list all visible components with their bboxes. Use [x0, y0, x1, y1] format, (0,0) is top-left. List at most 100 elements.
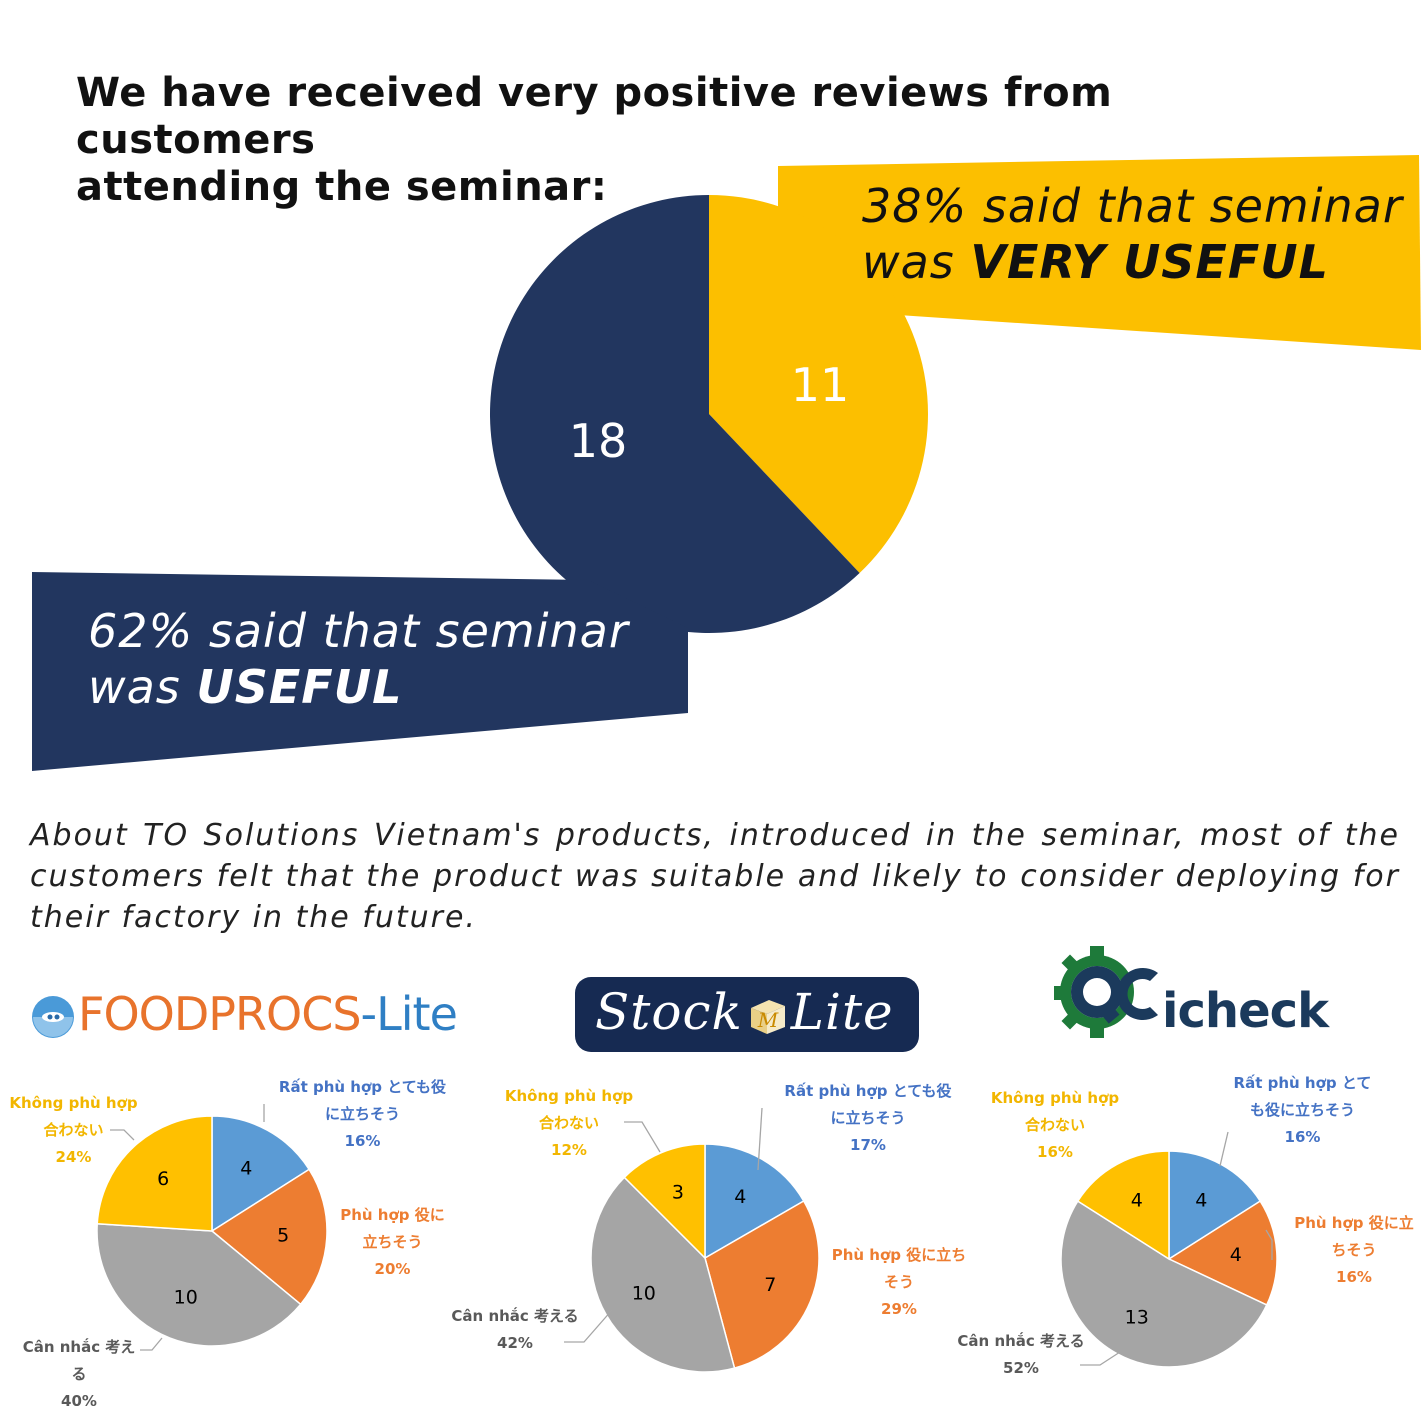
pie-slice: [210, 1168, 328, 1306]
label-percent: 24%: [55, 1148, 92, 1166]
foodprocs-wordmark: FOODPROCS-Lite: [78, 987, 458, 1041]
label-percent: 40%: [61, 1392, 97, 1410]
label-line: 合わない: [43, 1121, 104, 1139]
label-percent: 42%: [497, 1334, 533, 1352]
qcicheck-logo: QCicheck: [1050, 945, 1360, 1045]
pie-slice: [623, 1143, 706, 1260]
useful-banner: [32, 572, 688, 771]
label-line: ちそう: [1331, 1241, 1377, 1259]
useful-callout: 62% said that seminar was USEFUL: [88, 603, 668, 715]
foodprocs-label-not-suitable: Không phù hợp 合わない 24%: [6, 1090, 141, 1171]
headline-line-2: attending the seminar:: [76, 164, 608, 210]
foodprocs-label-consider: Cân nhắc 考え る 40%: [14, 1334, 144, 1415]
headline: We have received very positive reviews f…: [76, 70, 1326, 211]
label-line: Rất phù hợp とても役: [784, 1082, 952, 1100]
qcicheck-wordmark-icheck: icheck: [1162, 983, 1329, 1039]
useful-emph: USEFUL: [196, 660, 403, 714]
pie-value-label: 11: [791, 358, 850, 412]
label-line: に立ちそう: [324, 1105, 400, 1123]
main-pie-chart: 11 18: [489, 195, 928, 633]
very-useful-was: was: [862, 235, 971, 289]
label-line: Không phù hợp: [990, 1089, 1120, 1107]
very-useful-banner-shape: [778, 155, 1421, 350]
pie-slice: [1167, 1200, 1278, 1306]
about-paragraph: About TO Solutions Vietnam's products, i…: [30, 818, 1400, 935]
pie-slice: [489, 195, 860, 633]
pie-slice: [211, 1115, 311, 1233]
qcicheck-label-consider: Cân nhắc 考える 52%: [950, 1328, 1092, 1382]
useful-line-2: was USEFUL: [88, 659, 668, 715]
label-line: Không phù hợp: [9, 1094, 138, 1112]
foodprocs-label-suitable: Phù hợp 役に 立ちそう 20%: [330, 1202, 455, 1283]
label-percent: 16%: [1284, 1128, 1321, 1146]
stock-lite-label-not-suitable: Không phù hợp 合わない 12%: [500, 1083, 638, 1164]
label-percent: 16%: [344, 1132, 381, 1150]
pie-value-label: 13: [1125, 1307, 1149, 1329]
stock-lite-box-letter: M: [757, 1008, 780, 1032]
very-useful-emph: VERY USEFUL: [970, 235, 1329, 289]
pie-value-label: 18: [569, 414, 628, 468]
label-percent: 29%: [881, 1300, 917, 1318]
pie-value-label: 7: [764, 1274, 776, 1296]
qcicheck-wordmark: QCicheck: [1162, 983, 1329, 1039]
foodprocs-globe-icon: [32, 996, 74, 1038]
pie-value-label: 6: [157, 1168, 169, 1190]
pie-value-label: 4: [1195, 1189, 1207, 1211]
pie-value-label: 3: [672, 1182, 684, 1204]
stock-lite-label-consider: Cân nhắc 考える 42%: [440, 1303, 590, 1357]
headline-line-1: We have received very positive reviews f…: [76, 70, 1113, 163]
label-line: 合わない: [538, 1114, 599, 1132]
foodprocs-label-very-suitable: Rất phù hợp とても役 に立ちそう 16%: [270, 1074, 455, 1155]
pie-slice: [96, 1222, 302, 1347]
pie-slice: [709, 195, 928, 573]
pie-value-label: 10: [174, 1286, 198, 1308]
foodprocs-wordmark-main: FOODPROCS: [78, 987, 362, 1041]
label-line: に立ちそう: [830, 1109, 906, 1127]
foodprocs-wordmark-lite: -Lite: [360, 987, 458, 1041]
pie-value-label: 5: [277, 1224, 289, 1246]
qcicheck-label-very-suitable: Rất phù hợp とて も役に立ちそう 16%: [1230, 1070, 1375, 1151]
stock-lite-label-suitable: Phù hợp 役に立ち そう 29%: [818, 1242, 980, 1323]
label-line: Phù hợp 役に立ち: [831, 1246, 967, 1264]
pie-value-label: 4: [1131, 1189, 1143, 1211]
label-line: Rất phù hợp とても役: [278, 1078, 447, 1096]
label-line: も役に立ちそう: [1249, 1101, 1355, 1119]
pie-value-label: 4: [734, 1186, 746, 1208]
label-line: る: [71, 1365, 87, 1383]
pie-value-label: 10: [632, 1282, 656, 1304]
label-line: Phù hợp 役に立: [1294, 1214, 1414, 1232]
label-percent: 20%: [374, 1260, 411, 1278]
foodprocs-logo: FOODPROCS-Lite: [30, 985, 475, 1050]
pie-value-label: 4: [240, 1158, 252, 1180]
label-line: Cân nhắc 考え: [22, 1338, 136, 1356]
useful-banner-shape: [32, 572, 688, 771]
label-percent: 17%: [850, 1136, 886, 1154]
label-percent: 16%: [1037, 1143, 1073, 1161]
stock-lite-word-2: Lite: [790, 983, 894, 1041]
main-pie-slices: [489, 195, 928, 633]
stock-lite-word-1: Stock: [595, 983, 743, 1041]
pie-slice: [1076, 1150, 1170, 1261]
useful-was: was: [88, 660, 197, 714]
label-line: Cân nhắc 考える: [451, 1307, 579, 1325]
very-useful-line-2: was VERY USEFUL: [862, 234, 1417, 290]
pie-slice: [96, 1115, 213, 1232]
label-percent: 52%: [1003, 1359, 1039, 1377]
main-pie-labels: 11 18: [569, 358, 850, 468]
label-line: Cân nhắc 考える: [957, 1332, 1085, 1350]
very-useful-callout: 38% said that seminar was VERY USEFUL: [862, 178, 1417, 290]
useful-line-1: 62% said that seminar: [88, 604, 629, 658]
qcicheck-pie-chart: 4 4 13 4: [1060, 1150, 1278, 1368]
label-percent: 16%: [1336, 1268, 1372, 1286]
label-percent: 12%: [551, 1141, 587, 1159]
label-line: そう: [883, 1273, 914, 1291]
pie-slice: [704, 1199, 820, 1370]
label-line: 合わない: [1024, 1116, 1085, 1134]
very-useful-banner: [778, 155, 1421, 350]
qcicheck-label-not-suitable: Không phù hợp 合わない 16%: [990, 1085, 1120, 1166]
label-line: Phù hợp 役に: [340, 1206, 445, 1224]
pie-value-label: 4: [1230, 1244, 1242, 1266]
label-line: Rất phù hợp とて: [1233, 1074, 1372, 1092]
label-line: 立ちそう: [362, 1233, 423, 1251]
stock-lite-box-icon: M: [745, 994, 789, 1038]
